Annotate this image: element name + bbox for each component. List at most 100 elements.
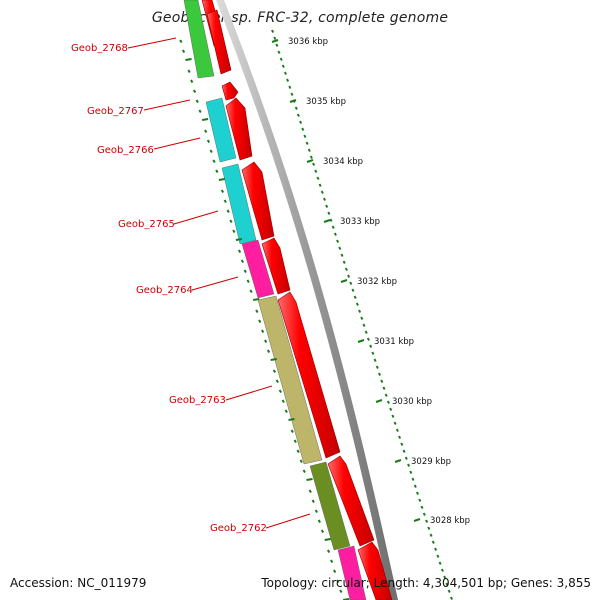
inner-minor-tick [255,309,259,314]
genome-summary: Topology: circular; Length: 4,304,501 bp… [261,576,591,590]
inner-minor-tick [333,569,337,574]
cog-block [309,461,351,551]
scale-minor-tick [296,113,300,117]
inner-minor-tick [198,109,202,114]
scale-minor-tick [438,561,442,565]
cog-block [183,0,215,79]
scale-minor-tick [384,393,388,397]
scale-minor-tick [344,267,348,271]
inner-minor-tick [204,129,208,134]
accession-label: Accession: NC_011979 [10,576,147,590]
scale-major-tick [375,399,383,403]
scale-minor-tick [422,512,426,516]
scale-minor-tick [325,204,329,208]
scale-minor-tick [443,575,447,579]
scale-minor-tick [303,134,307,138]
inner-minor-tick [229,219,233,224]
scale-minor-tick [366,337,370,341]
scale-minor-tick [305,141,309,145]
cds-arrow [221,81,239,101]
scale-ring: 3036 kbp 3035 kbp 3034 kbp 3033 kbp 3032 kbp… [179,29,470,600]
backbone-ring [216,0,398,600]
inner-minor-tick [299,459,303,464]
inner-minor-tick [212,159,216,164]
scale-minor-tick [407,463,411,467]
scale-minor-tick [333,232,337,236]
scale-label: 3030 kbp [392,397,432,407]
inner-minor-tick [237,249,242,254]
cds-arrow [277,291,341,459]
scale-minor-tick [314,169,318,173]
scale-label: 3036 kbp [288,37,328,47]
scale-minor-tick [286,78,290,82]
scale-minor-tick [386,400,390,404]
scale-minor-tick [436,554,440,558]
scale-minor-tick [402,449,406,453]
inner-major-tick [253,298,260,301]
scale-minor-tick [353,295,357,299]
gene-label-leader [191,276,239,291]
scale-major-tick [306,159,314,163]
scale-major-tick [323,219,331,223]
inner-minor-tick [266,349,271,354]
cog-block [337,545,367,600]
scale-minor-tick [425,519,429,523]
inner-minor-tick [226,209,230,214]
scale-minor-tick [364,330,368,334]
inner-minor-tick [206,139,211,144]
inner-minor-tick [246,279,250,284]
scale-minor-tick [327,211,331,215]
inner-minor-tick [240,259,245,264]
inner-minor-tick [296,449,300,454]
scale-minor-tick [336,239,340,243]
scale-minor-tick [338,246,342,250]
inner-minor-tick [209,149,213,154]
inner-minor-tick [284,409,288,414]
scale-label: 3029 kbp [411,457,451,467]
inner-minor-tick [326,549,331,554]
scale-minor-tick [342,260,346,264]
inner-major-tick [288,418,295,421]
inner-minor-tick [314,509,318,514]
scale-minor-tick [413,484,417,488]
inner-minor-tick [308,489,312,494]
inner-minor-tick [320,529,325,534]
scale-minor-tick [312,162,316,166]
scale-major-tick [289,99,297,103]
cds-arrow [327,455,375,547]
scale-minor-tick [382,386,386,390]
gene-label-leader [127,37,177,49]
scale-minor-tick [380,379,384,383]
inner-minor-tick [232,229,236,234]
scale-minor-tick [360,316,364,320]
cog-block [221,163,257,245]
scale-minor-tick [281,64,285,68]
inner-major-tick [324,538,331,541]
scale-minor-tick [373,358,377,362]
inner-minor-tick [275,379,279,384]
gene-label-leader [153,137,201,150]
scale-minor-tick [393,421,397,425]
scale-minor-tick [309,155,313,159]
inner-minor-tick [272,369,277,374]
inner-minor-tick [223,199,227,204]
scale-minor-tick [347,274,351,278]
gene-labels: Geob_2768 Geob_2767 Geob_2766 Geob_2765 Geob… [71,37,311,534]
inner-minor-tick [190,79,194,84]
cds-arrow [261,237,291,295]
scale-minor-tick [409,470,413,474]
scale-label: 3031 kbp [374,337,414,347]
scale-label: 3032 kbp [357,277,397,287]
scale-label: 3033 kbp [340,217,380,227]
inner-minor-tick [192,89,197,94]
forward-strand-genes [201,0,393,600]
inner-minor-tick [179,39,183,44]
scale-minor-tick [358,309,362,313]
scale-minor-tick [434,547,438,551]
inner-minor-tick [330,559,334,564]
scale-minor-tick [351,288,355,292]
scale-major-tick [340,279,348,283]
gene-label: Geob_2762 [210,523,267,534]
scale-minor-tick [277,50,281,54]
